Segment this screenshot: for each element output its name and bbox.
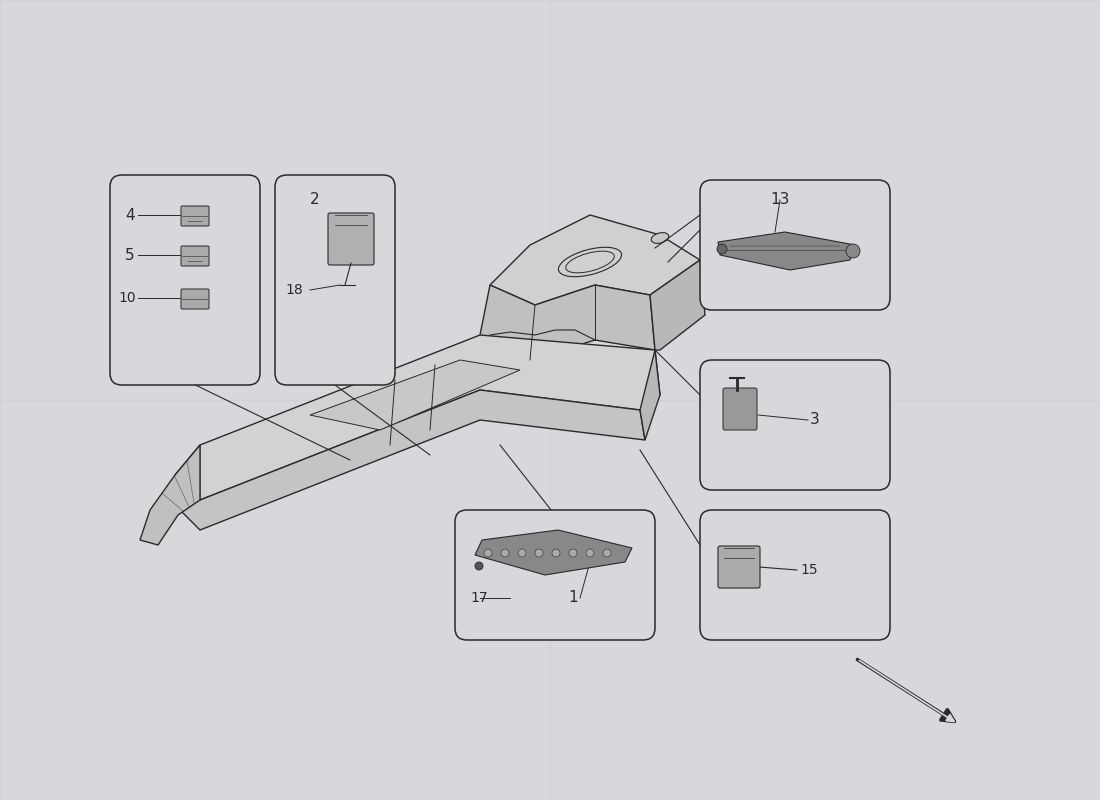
Text: 18: 18 <box>285 283 303 297</box>
Polygon shape <box>310 360 520 430</box>
Polygon shape <box>490 215 700 305</box>
Circle shape <box>552 549 560 557</box>
Text: 17: 17 <box>470 591 487 605</box>
Polygon shape <box>475 530 632 575</box>
Circle shape <box>535 549 543 557</box>
Polygon shape <box>175 390 645 530</box>
Polygon shape <box>718 232 855 270</box>
Text: 3: 3 <box>810 413 820 427</box>
Circle shape <box>500 549 509 557</box>
Text: 4: 4 <box>125 207 134 222</box>
Polygon shape <box>650 260 705 350</box>
Circle shape <box>569 549 578 557</box>
Text: 2: 2 <box>310 193 320 207</box>
Circle shape <box>586 549 594 557</box>
Polygon shape <box>175 335 660 500</box>
Polygon shape <box>640 350 660 440</box>
Circle shape <box>603 549 611 557</box>
Text: 15: 15 <box>800 563 817 577</box>
Polygon shape <box>140 445 200 545</box>
FancyBboxPatch shape <box>718 546 760 588</box>
Circle shape <box>475 562 483 570</box>
Text: 5: 5 <box>125 247 134 262</box>
FancyBboxPatch shape <box>182 206 209 226</box>
FancyBboxPatch shape <box>182 246 209 266</box>
FancyBboxPatch shape <box>455 510 654 640</box>
Circle shape <box>518 549 526 557</box>
FancyBboxPatch shape <box>700 510 890 640</box>
FancyBboxPatch shape <box>182 289 209 309</box>
Polygon shape <box>480 285 654 360</box>
FancyBboxPatch shape <box>110 175 260 385</box>
Circle shape <box>846 244 860 258</box>
FancyBboxPatch shape <box>328 213 374 265</box>
Ellipse shape <box>651 233 669 243</box>
Circle shape <box>717 244 727 254</box>
FancyBboxPatch shape <box>723 388 757 430</box>
Circle shape <box>484 549 492 557</box>
Text: 13: 13 <box>770 193 790 207</box>
FancyBboxPatch shape <box>700 180 890 310</box>
Text: 1: 1 <box>568 590 578 606</box>
FancyBboxPatch shape <box>275 175 395 385</box>
Text: 10: 10 <box>118 291 135 305</box>
FancyBboxPatch shape <box>700 360 890 490</box>
